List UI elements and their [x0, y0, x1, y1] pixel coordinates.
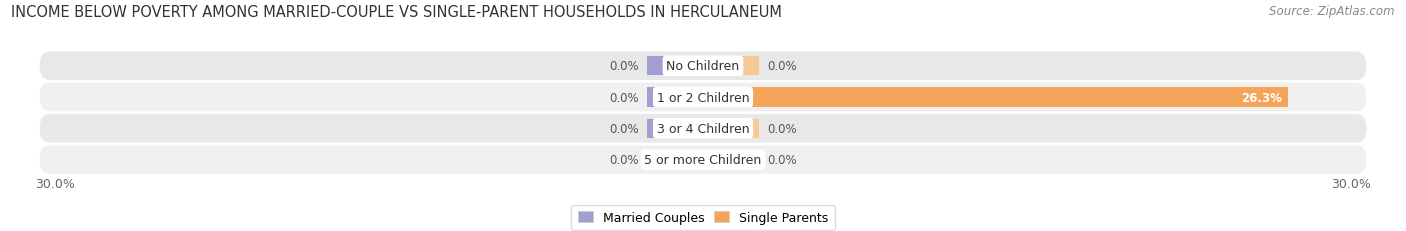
Text: INCOME BELOW POVERTY AMONG MARRIED-COUPLE VS SINGLE-PARENT HOUSEHOLDS IN HERCULA: INCOME BELOW POVERTY AMONG MARRIED-COUPL…: [11, 5, 782, 20]
Bar: [647, 119, 703, 138]
Bar: [703, 57, 759, 76]
Bar: [647, 88, 703, 107]
Text: 30.0%: 30.0%: [35, 177, 75, 190]
FancyBboxPatch shape: [39, 146, 1367, 174]
Bar: [647, 150, 703, 170]
Bar: [703, 88, 1288, 107]
Text: 1 or 2 Children: 1 or 2 Children: [657, 91, 749, 104]
FancyBboxPatch shape: [39, 83, 1367, 112]
Text: 0.0%: 0.0%: [609, 60, 638, 73]
Text: No Children: No Children: [666, 60, 740, 73]
Text: 0.0%: 0.0%: [609, 122, 638, 135]
Bar: [703, 119, 759, 138]
FancyBboxPatch shape: [39, 115, 1367, 143]
Text: Source: ZipAtlas.com: Source: ZipAtlas.com: [1270, 5, 1395, 18]
Text: 0.0%: 0.0%: [768, 153, 797, 166]
Text: 0.0%: 0.0%: [768, 122, 797, 135]
Bar: [647, 57, 703, 76]
Text: 30.0%: 30.0%: [1331, 177, 1371, 190]
Text: 0.0%: 0.0%: [609, 91, 638, 104]
Text: 0.0%: 0.0%: [609, 153, 638, 166]
Bar: [703, 150, 759, 170]
Text: 0.0%: 0.0%: [768, 60, 797, 73]
Text: 5 or more Children: 5 or more Children: [644, 153, 762, 166]
FancyBboxPatch shape: [39, 52, 1367, 81]
Text: 3 or 4 Children: 3 or 4 Children: [657, 122, 749, 135]
Text: 26.3%: 26.3%: [1241, 91, 1282, 104]
Legend: Married Couples, Single Parents: Married Couples, Single Parents: [571, 205, 835, 230]
